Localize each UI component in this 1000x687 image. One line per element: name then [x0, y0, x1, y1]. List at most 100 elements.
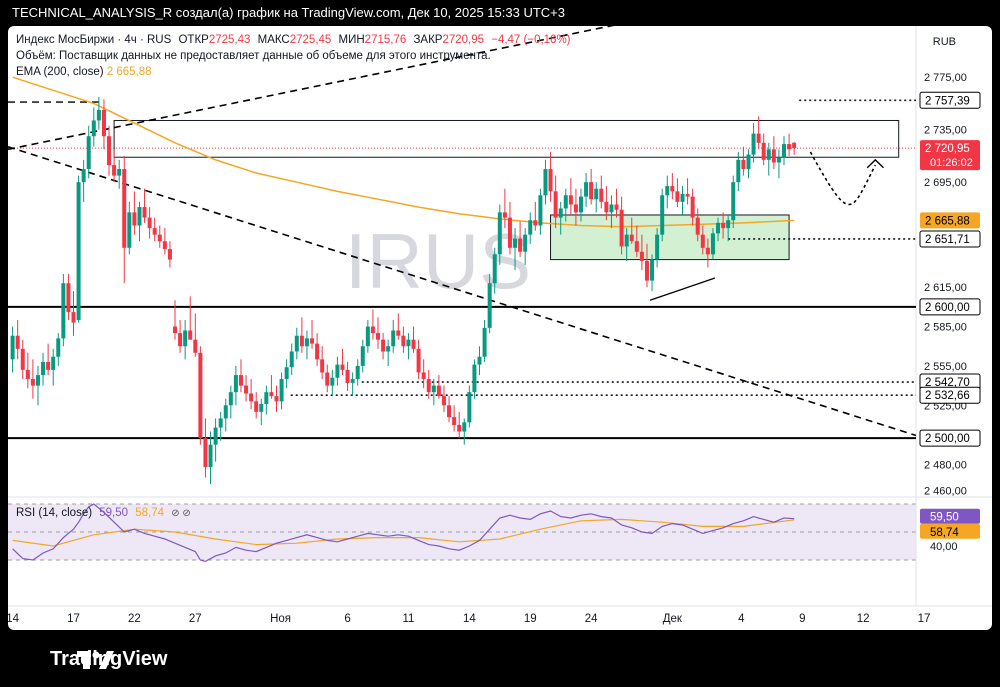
candle-body [523, 234, 528, 252]
time-tick-label: 17 [67, 613, 80, 625]
price-label-box [919, 91, 981, 109]
price-label-text: 2 665,88 [925, 215, 970, 227]
candle-body [771, 149, 776, 163]
candle-body [101, 109, 106, 137]
candle-body [766, 149, 771, 160]
candle-body [548, 169, 553, 192]
candle-body [579, 196, 583, 213]
price-tick-label: 2 480,00 [924, 459, 967, 471]
candle-body [20, 348, 25, 370]
candle-body [746, 154, 751, 170]
candle-body [650, 259, 655, 281]
candle-body [660, 195, 665, 235]
candle-body [502, 212, 507, 218]
candle-body [751, 133, 756, 155]
candle-body [416, 348, 421, 373]
ema-legend[interactable]: EMA (200, close) 2 665,88 [16, 66, 152, 78]
candle-body [497, 212, 502, 255]
candle-body [756, 133, 761, 143]
candle-body [518, 238, 523, 252]
rsi-ma-line [12, 518, 795, 547]
candle-body [249, 393, 254, 402]
candle-body [513, 238, 518, 248]
candle-body [705, 247, 710, 255]
currency-label[interactable]: RUB [932, 36, 956, 48]
time-tick-label: 14 [8, 613, 20, 625]
candle-body [218, 418, 223, 428]
candle-body [787, 144, 792, 150]
candle-body [568, 195, 573, 205]
footer: TradingView [0, 630, 1000, 687]
candle-body [294, 335, 299, 352]
candle-body [274, 396, 279, 402]
candle-body [721, 222, 726, 229]
candle-body [609, 204, 614, 213]
candle-body [152, 228, 157, 235]
rsi-tick-label: 40,00 [930, 541, 958, 553]
tradingview-brand: TradingView [50, 648, 168, 670]
time-tick-label: 14 [463, 613, 476, 625]
resistance-zone-rect [113, 119, 900, 158]
candle-body [51, 356, 56, 370]
price-tick-label: 2 775,00 [924, 72, 967, 84]
candle-body [761, 142, 766, 160]
visibility-icon[interactable]: ⊘ ⊘ [171, 508, 191, 519]
candle-body [310, 338, 315, 344]
candle-body [741, 159, 746, 170]
candle-body [710, 233, 715, 255]
candle-body [188, 330, 193, 340]
candle-body [376, 333, 380, 340]
candle-body [264, 392, 269, 404]
candle-body [441, 396, 446, 406]
candle-body [76, 182, 81, 320]
candle-body [685, 193, 690, 197]
price-label-text: 2 720,95 [925, 143, 970, 155]
candle-body [406, 339, 411, 347]
candle-body [629, 234, 634, 242]
candle-body [507, 217, 512, 248]
projection-path [809, 151, 877, 206]
candle-body [360, 346, 365, 366]
candle-body [71, 312, 76, 323]
rsi-legend[interactable]: RSI (14, close) 59,50 58,74 ⊘ ⊘ [16, 507, 191, 519]
candle-body [436, 385, 441, 397]
price-label-box [919, 230, 981, 248]
candle-body [183, 330, 188, 347]
candle-body [589, 182, 594, 200]
candle-body [127, 212, 132, 248]
time-tick-label: Ноя [270, 613, 291, 625]
candle-body [731, 182, 736, 221]
candle-body [599, 188, 604, 202]
candles-group [10, 96, 797, 485]
symbol-line[interactable]: Индекс МосБиржи · 4ч · RUS [16, 34, 172, 46]
candle-body [208, 444, 213, 467]
candle-body [700, 234, 705, 248]
candle-body [162, 241, 167, 250]
candle-body [792, 142, 797, 149]
candle-body [426, 379, 431, 393]
close-label: ЗАКР [413, 34, 443, 46]
candle-body [30, 379, 35, 386]
candle-body [563, 195, 568, 209]
candle-body [41, 361, 46, 376]
candle-body [401, 335, 406, 347]
candle-body [213, 427, 218, 445]
candle-body [304, 338, 309, 347]
candle-body [421, 372, 426, 380]
candle-body [482, 327, 487, 357]
candle-body [675, 191, 680, 202]
rsi-value-box [920, 523, 980, 539]
price-label-box [920, 140, 980, 171]
price-label-box [919, 429, 981, 447]
chart-panel[interactable]: IRUS 2 775,00 2 735,00 2 695,00 2 615,00 2 58… [8, 26, 992, 630]
candle-body [320, 359, 325, 373]
watermark-text: IRUS [345, 217, 531, 305]
candle-body [573, 204, 578, 213]
candle-body [178, 333, 183, 347]
chart-canvas[interactable]: IRUS 2 775,00 2 735,00 2 695,00 2 615,00 2 58… [8, 26, 992, 630]
time-tick-label: 19 [524, 613, 537, 625]
candle-body [233, 375, 238, 393]
candle-body [467, 392, 472, 423]
candle-body [238, 375, 243, 386]
candle-body [117, 169, 122, 176]
